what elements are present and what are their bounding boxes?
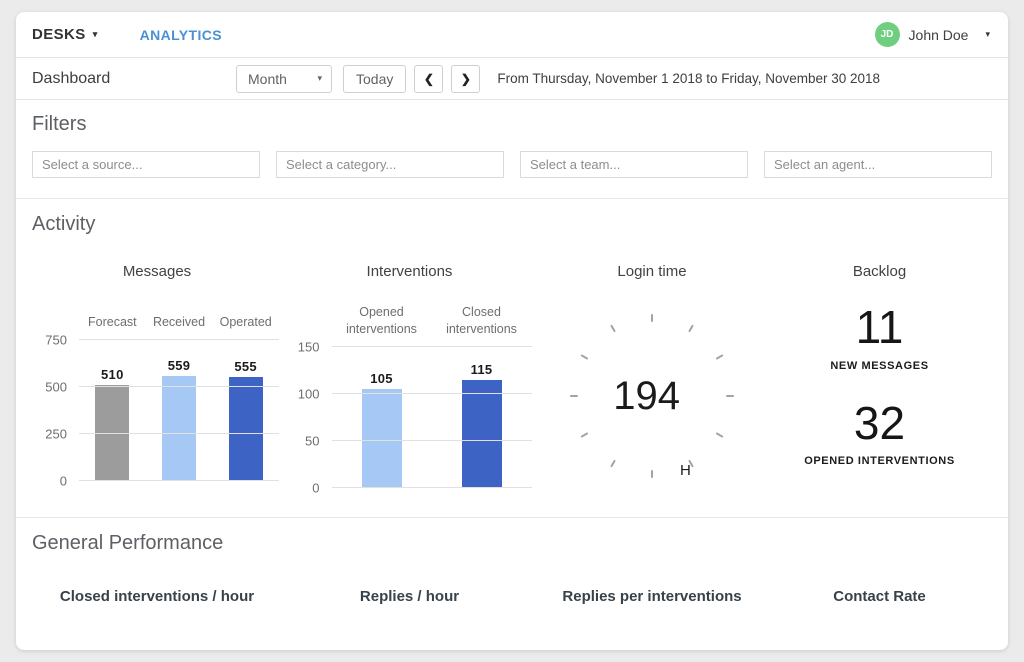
- column-header: Closed interventions: [446, 305, 517, 336]
- avatar: JD: [874, 22, 900, 47]
- messages-plot-area: 510 559 555: [79, 339, 279, 481]
- today-button[interactable]: Today: [343, 64, 407, 93]
- login-time-unit: H: [679, 462, 691, 479]
- metric-replies-per-interventions: Replies per interventions: [562, 588, 742, 606]
- performance-heading: General Performance: [32, 532, 224, 555]
- column-header: Received: [152, 315, 206, 330]
- messages-chart-title: Messages: [122, 263, 192, 280]
- messages-chart: Messages Forecast Received Operated 0 250 50…: [32, 263, 282, 493]
- bar-group: 105: [332, 371, 432, 488]
- opened-interventions-label: OPENED INTERVENTIONS: [804, 455, 955, 468]
- interventions-column-headers: Opened interventions Closed interventions: [332, 304, 532, 347]
- interventions-chart: Interventions Opened interventions Closed…: [282, 263, 537, 495]
- column-header: Operated: [219, 315, 272, 330]
- y-axis-tick-label: 150: [297, 339, 320, 355]
- bar: [361, 389, 402, 488]
- interventions-y-axis: 0 50 100 150: [288, 339, 332, 495]
- backlog-title: Backlog: [852, 263, 907, 280]
- bar: [461, 379, 502, 488]
- messages-column-headers: Forecast Received Operated: [79, 304, 279, 340]
- nav-analytics[interactable]: ANALYTICS: [139, 26, 223, 43]
- brand-label: DESKS: [32, 26, 86, 43]
- chevron-down-icon: ▾: [317, 73, 322, 83]
- login-time-value: 194: [613, 373, 680, 418]
- clock-tick: [651, 470, 653, 478]
- brand-menu[interactable]: DESKS ▾: [32, 26, 98, 43]
- bar-group: 555: [212, 359, 279, 481]
- previous-period-button[interactable]: ❮: [414, 64, 444, 93]
- bar-value-label: 510: [101, 367, 124, 383]
- interventions-bars: 105 115: [332, 347, 532, 488]
- new-messages-value: 11: [855, 301, 904, 353]
- top-navigation: DESKS ▾ ANALYTICS JD John Doe ▾: [16, 12, 1008, 58]
- column-header: Opened interventions: [346, 305, 417, 336]
- backlog-panel: Backlog 11 NEW MESSAGES 32 OPENED INTERV…: [767, 263, 992, 493]
- bar-value-label: 555: [234, 358, 257, 374]
- y-axis-tick-label: 0: [59, 473, 67, 489]
- login-time-panel: Login time 194 H: [537, 263, 767, 493]
- activity-heading: Activity: [32, 213, 96, 235]
- category-filter-input[interactable]: [276, 151, 504, 178]
- y-axis-tick-label: 100: [297, 386, 320, 402]
- metric-closed-interventions-per-hour: Closed interventions / hour: [59, 588, 255, 606]
- chevron-down-icon: ▾: [985, 29, 990, 39]
- messages-bars: 510 559 555: [79, 340, 279, 481]
- section-divider: [16, 517, 1008, 519]
- bar-value-label: 115: [470, 361, 493, 377]
- new-messages-label: NEW MESSAGES: [830, 359, 929, 372]
- filters-heading: Filters: [32, 113, 87, 135]
- y-axis-tick-label: 0: [312, 480, 320, 496]
- clock-face: 194 H: [562, 306, 742, 486]
- next-period-button[interactable]: ❯: [451, 64, 481, 93]
- user-menu[interactable]: JD John Doe ▾: [874, 22, 990, 47]
- period-select[interactable]: Month ▾: [236, 64, 332, 93]
- y-axis-tick-label: 250: [45, 426, 67, 442]
- bar-group: 559: [146, 358, 213, 481]
- period-select-value: Month: [248, 70, 287, 87]
- date-range-label: From Thursday, November 1 2018 to Friday…: [497, 71, 881, 86]
- team-filter-input[interactable]: [520, 151, 748, 178]
- bar-group: 510: [79, 367, 146, 481]
- bar-value-label: 105: [370, 371, 393, 387]
- bar: [228, 376, 263, 481]
- toolbar: Dashboard Month ▾ Today ❮ ❯ From Thursda…: [16, 58, 1008, 100]
- activity-section: Activity Messages Forecast Received Operat…: [16, 199, 1008, 517]
- agent-filter-input[interactable]: [764, 151, 992, 178]
- y-axis-tick-label: 50: [305, 433, 320, 449]
- activity-charts-row: Messages Forecast Received Operated 0 250 50…: [32, 263, 992, 495]
- chevron-left-icon: ❮: [423, 71, 434, 86]
- filters-section: Filters: [16, 100, 1008, 198]
- chevron-right-icon: ❯: [460, 71, 471, 86]
- opened-interventions-stat: 32 OPENED INTERVENTIONS: [767, 396, 992, 468]
- interventions-chart-title: Interventions: [366, 263, 453, 280]
- new-messages-stat: 11 NEW MESSAGES: [767, 302, 992, 372]
- login-time-title: Login time: [617, 263, 687, 280]
- metric-replies-per-hour: Replies / hour: [359, 588, 460, 606]
- clock-tick: [570, 395, 578, 397]
- clock-tick: [726, 395, 734, 397]
- bar-group: 115: [432, 362, 532, 488]
- performance-metrics-row: Closed interventions / hour Replies / ho…: [32, 588, 992, 605]
- user-name: John Doe: [908, 26, 969, 43]
- y-axis-tick-label: 750: [45, 332, 67, 348]
- dashboard-card: DESKS ▾ ANALYTICS JD John Doe ▾ Dashboar…: [16, 12, 1008, 650]
- page-title: Dashboard: [32, 69, 111, 87]
- source-filter-input[interactable]: [32, 151, 260, 178]
- section-divider: [16, 198, 1008, 199]
- clock-tick: [651, 314, 653, 322]
- interventions-plot-area: 105 115: [331, 345, 532, 488]
- column-header: Forecast: [88, 315, 137, 330]
- performance-section: General Performance Closed interventions…: [16, 518, 1008, 605]
- filter-row: [32, 151, 992, 198]
- opened-interventions-value: 32: [853, 396, 906, 449]
- y-axis-tick-label: 500: [45, 379, 67, 395]
- metric-contact-rate: Contact Rate: [833, 588, 926, 606]
- bar-value-label: 559: [167, 357, 191, 373]
- messages-y-axis: 0 250 500 750: [35, 333, 79, 489]
- bar: [162, 375, 196, 481]
- chevron-down-icon: ▾: [92, 29, 98, 39]
